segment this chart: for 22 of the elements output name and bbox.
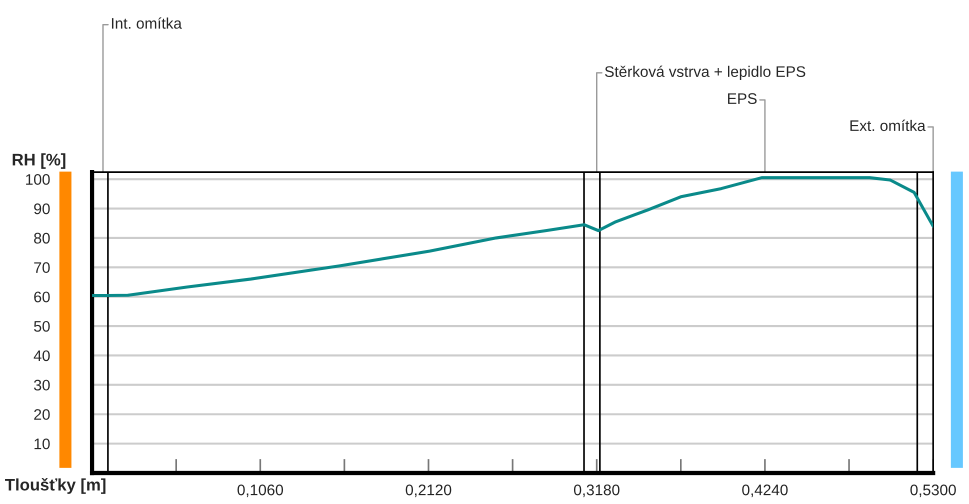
y-tick-label: 50 (34, 320, 50, 332)
text: Ext. omítka (850, 120, 926, 132)
y-tick-label: 60 (34, 292, 50, 302)
y-tick-label: 10 (34, 438, 50, 450)
text: Stěrková vstrva + lepidlo EPS (604, 66, 806, 80)
y-axis-title: RH [%] (12, 153, 66, 169)
y-tick-label: 20 (34, 409, 50, 420)
x-tick-label: 0,3180 (574, 484, 620, 498)
x-tick-label: 0,4240 (742, 484, 788, 498)
y-tick-label: 90 (34, 203, 50, 214)
x-tick-label: 0,5300 (910, 484, 956, 498)
x-tick-label: 0,2120 (406, 484, 452, 498)
y-tick-label: 40 (34, 350, 50, 362)
y-tick-label: 30 (34, 380, 50, 391)
y-tick-label: 100 (26, 174, 50, 185)
x-axis-title: Tloušťky [m] (5, 478, 106, 494)
y-tick-label: 80 (34, 232, 50, 244)
text: EPS (728, 93, 757, 104)
text: Int. omítka (112, 17, 182, 29)
x-tick-label: 0,1060 (238, 484, 284, 498)
y-tick-label: 70 (34, 262, 50, 274)
line-series (92, 176, 934, 298)
